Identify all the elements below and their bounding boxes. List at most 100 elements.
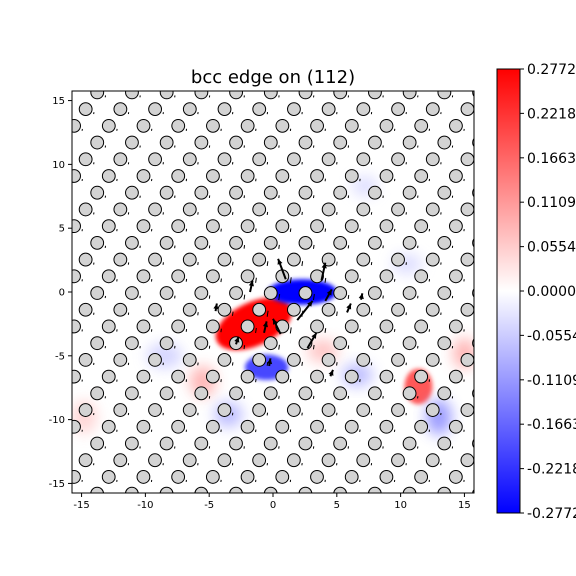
displacement-tick: [347, 295, 350, 300]
atom-marker: [286, 403, 301, 417]
atom-marker: [310, 369, 324, 384]
atom-marker: [298, 135, 313, 150]
displacement-field: [81, 95, 465, 483]
colorbar-tick-label: -0.2218: [527, 462, 576, 478]
atom-marker: [252, 152, 267, 167]
colorbar-tick-label: 0.2772: [527, 62, 576, 78]
atom-marker: [472, 188, 474, 198]
atom-marker: [367, 486, 382, 493]
atom-marker: [72, 169, 81, 183]
atom-marker: [448, 319, 463, 334]
atom-marker: [275, 470, 290, 484]
displacement-arrow: [277, 258, 287, 280]
atom-marker: [124, 386, 139, 401]
displacement-tick: [231, 311, 234, 316]
atom-marker: [229, 436, 243, 451]
displacement-tick: [231, 261, 234, 266]
atom-marker: [171, 419, 186, 434]
atom-marker: [90, 386, 105, 401]
atom-marker: [287, 152, 301, 167]
colorbar-tick-label: 0.0554: [527, 240, 576, 256]
atom-marker: [56, 437, 69, 450]
atom-marker: [171, 219, 186, 234]
atom-marker: [472, 338, 474, 348]
atom-marker: [368, 91, 382, 100]
displacement-tick: [266, 261, 269, 267]
displacement-tick: [255, 277, 257, 283]
displacement-tick: [278, 344, 280, 350]
displacement-tick: [301, 261, 304, 267]
displacement-tick: [301, 361, 303, 366]
atom-marker: [263, 235, 278, 250]
atom-marker: [425, 403, 440, 417]
atom-marker: [379, 269, 394, 284]
atom-marker: [229, 185, 243, 200]
atom-marker: [472, 238, 474, 248]
displacement-tick: [243, 245, 246, 249]
atom-marker: [333, 235, 348, 250]
atom-marker: [90, 486, 105, 493]
atom-marker: [217, 302, 232, 317]
atom-marker: [206, 118, 220, 133]
displacement-arrow: [272, 318, 282, 335]
atom-marker: [333, 336, 348, 351]
atom-marker: [437, 486, 452, 493]
atom-marker: [125, 135, 139, 150]
displacement-tick: [243, 294, 246, 300]
atom-marker: [136, 319, 151, 334]
atom-marker: [344, 319, 359, 334]
atom-marker: [298, 91, 313, 100]
atom-marker: [72, 470, 81, 484]
atom-marker: [72, 419, 81, 434]
atom-marker: [217, 403, 232, 417]
x-tick-label: 15: [458, 500, 471, 511]
atom-marker: [414, 369, 429, 384]
atom-marker: [252, 102, 267, 117]
atom-marker: [275, 369, 290, 384]
atom-marker: [344, 470, 359, 484]
atom-marker: [286, 453, 301, 468]
atom-marker: [205, 419, 220, 434]
atom-marker: [78, 152, 93, 167]
atom-marker: [472, 91, 474, 98]
displacement-tick: [255, 327, 257, 333]
atom-marker: [356, 352, 371, 367]
atom-marker: [379, 369, 394, 384]
atom-marker: [78, 352, 93, 367]
atom-marker: [229, 135, 243, 150]
atom-marker: [148, 403, 162, 417]
atom-marker: [437, 135, 452, 150]
atom-marker: [356, 102, 371, 117]
atom-marker: [437, 386, 452, 401]
atom-marker: [90, 286, 105, 300]
atom-marker: [263, 185, 278, 200]
atom-marker: [72, 319, 81, 334]
atom-marker: [402, 286, 417, 300]
atom-marker: [148, 202, 162, 217]
displacement-arrow: [248, 280, 254, 293]
atom-marker: [425, 453, 440, 468]
displacement-tick: [289, 228, 292, 232]
displacement-arrow: [262, 321, 268, 334]
atom-marker: [379, 419, 394, 434]
colorbar-tick-label: 0.0000: [527, 284, 576, 300]
atom-marker: [148, 102, 162, 117]
atom-lattice: [56, 91, 474, 493]
atom-marker: [125, 185, 139, 200]
atom-marker: [333, 486, 347, 493]
atom-marker: [171, 118, 186, 133]
atom-marker: [136, 118, 151, 133]
atom-marker: [113, 102, 128, 117]
atom-marker: [159, 386, 174, 401]
atom-marker: [171, 369, 186, 384]
x-tick-label: -15: [73, 500, 89, 511]
displacement-tick: [266, 310, 269, 317]
atom-marker: [333, 436, 348, 451]
atom-marker: [159, 336, 174, 351]
y-tick-label: 15: [52, 96, 65, 107]
displacement-tick: [312, 344, 315, 350]
atom-marker: [90, 436, 105, 451]
atom-marker: [356, 152, 371, 167]
atom-marker: [333, 185, 348, 200]
atom-marker: [356, 252, 371, 267]
